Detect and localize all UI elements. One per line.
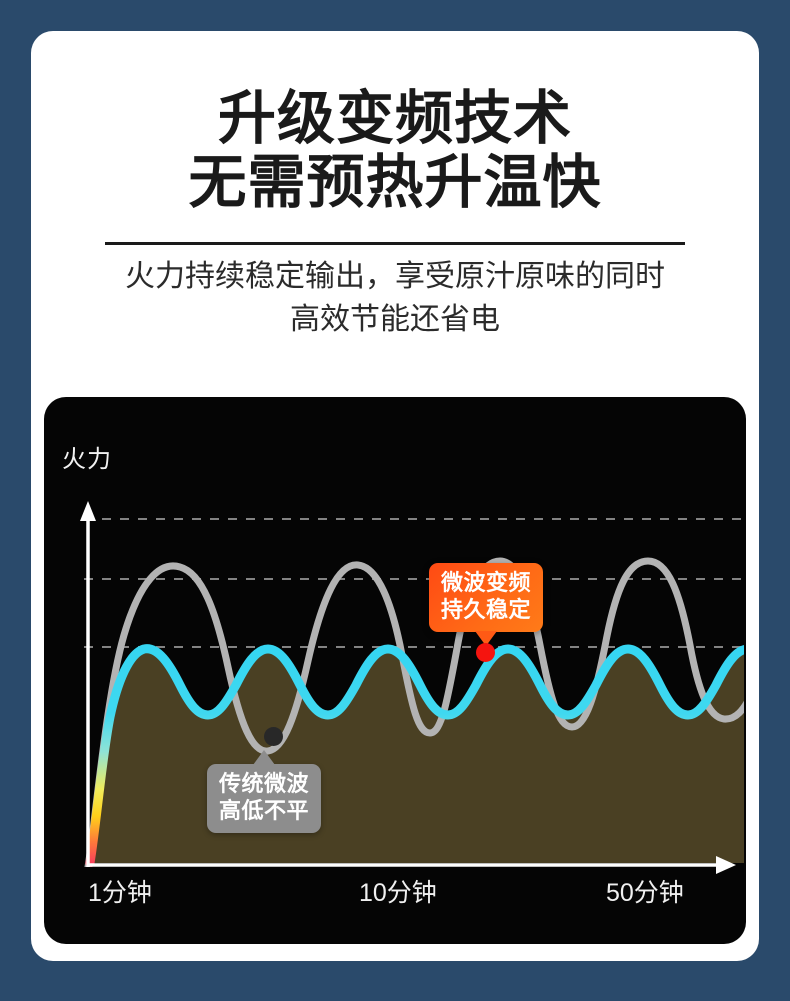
x-tick-label-1min: 1分钟 — [88, 879, 152, 907]
headline-line-1: 升级变频技术 — [217, 86, 572, 151]
headline-block: 升级变频技术 无需预热升温快 — [31, 31, 759, 218]
tooltip-traditional-line-1: 传统微波 — [219, 771, 310, 796]
marker-dot-traditional — [264, 727, 283, 746]
chart-panel: 火力 1分钟 10分钟 50分钟 微波变频 持久稳定 传统微波 高低不平 — [44, 397, 746, 944]
tooltip-traditional-callout: 传统微波 高低不平 — [207, 750, 322, 833]
subtitle-block: 火力持续稳定输出，享受原汁原味的同时 高效节能还省电 — [31, 256, 759, 341]
tooltip-inverter-callout: 微波变频 持久稳定 — [429, 563, 544, 646]
content-card: 升级变频技术 无需预热升温快 火力持续稳定输出，享受原汁原味的同时 高效节能还省… — [31, 31, 759, 961]
chart-graphic — [80, 501, 744, 874]
traditional-line — [84, 557, 744, 867]
x-axis-arrow — [716, 856, 736, 874]
subtitle-line-2: 高效节能还省电 — [290, 302, 500, 336]
y-axis-label: 火力 — [62, 446, 112, 473]
tooltip-inverter-tail — [475, 630, 497, 646]
marker-dot-inverter — [476, 643, 495, 662]
tooltip-inverter-line-2: 持久稳定 — [441, 596, 532, 622]
tooltip-inverter-line-1: 微波变频 — [441, 570, 532, 595]
headline-line-2: 无需预热升温快 — [188, 150, 602, 216]
subtitle-line-1: 火力持续稳定输出，享受原汁原味的同时 — [125, 260, 665, 293]
x-tick-label-50min: 50分钟 — [606, 879, 684, 907]
headline-divider — [105, 242, 685, 245]
x-tick-label-10min: 10分钟 — [359, 879, 437, 907]
tooltip-traditional-line-2: 高低不平 — [219, 797, 310, 823]
y-axis-arrow — [80, 501, 96, 521]
gridlines — [84, 518, 744, 648]
tooltip-traditional-tail — [253, 750, 275, 765]
inverter-line — [85, 644, 744, 867]
